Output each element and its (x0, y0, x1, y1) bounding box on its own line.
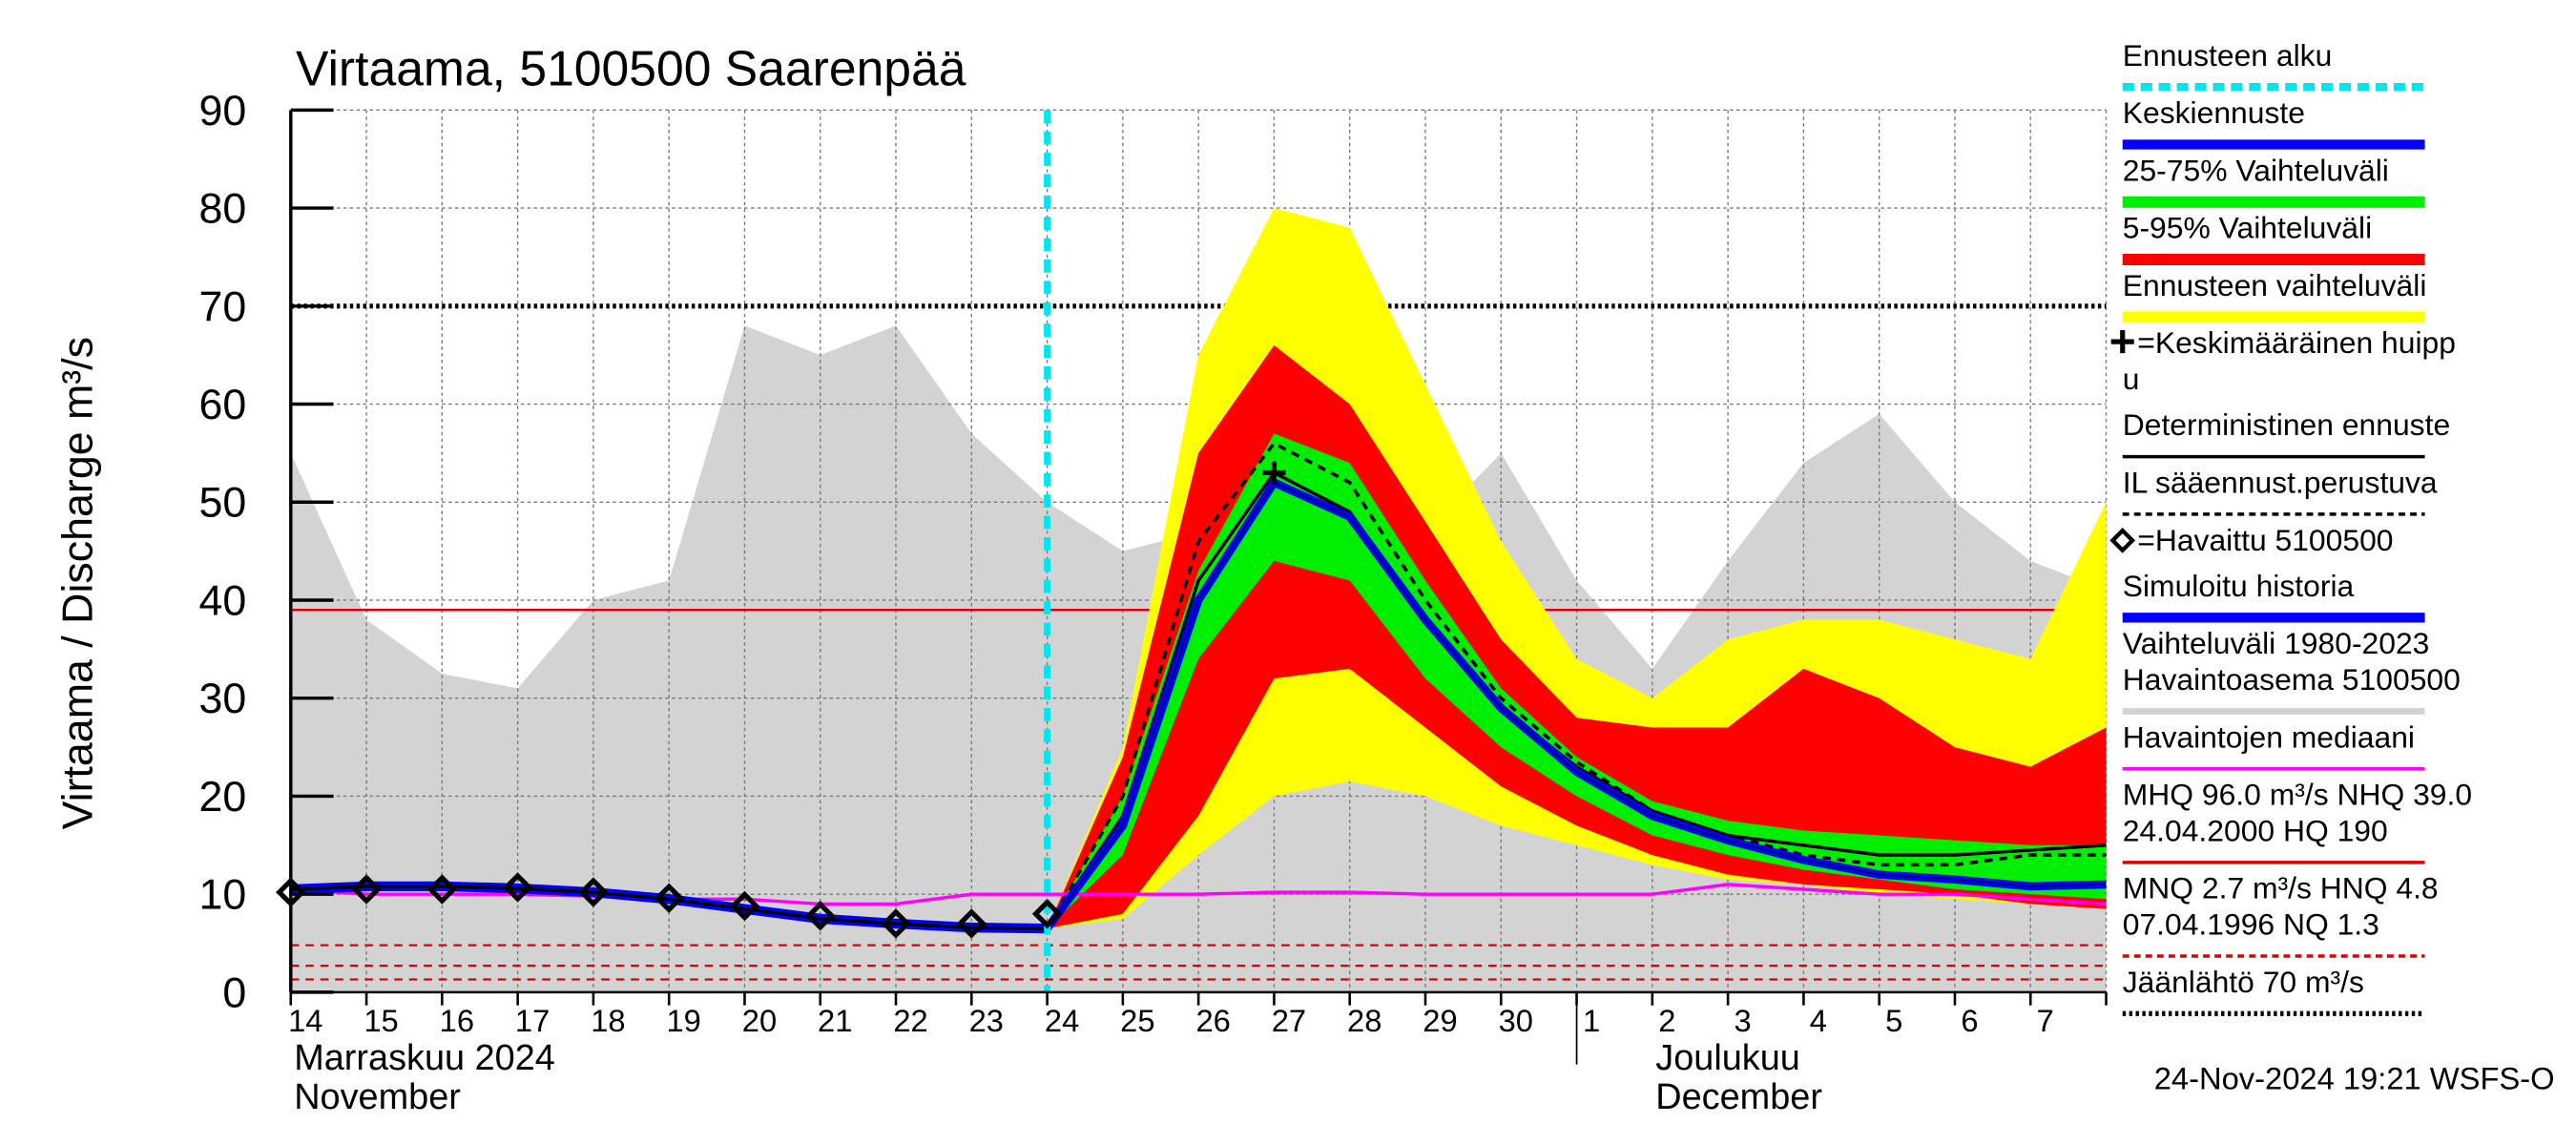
legend-label: MHQ 96.0 m³/s NHQ 39.0 (2123, 778, 2472, 812)
legend-label: Keskiennuste (2123, 95, 2305, 130)
observed-marker (881, 908, 911, 939)
observed-marker (578, 877, 609, 907)
x-tick-label: 17 (515, 1003, 550, 1038)
legend-label: 07.04.1996 NQ 1.3 (2123, 907, 2379, 942)
legend-label: IL sääennust.perustuva (2123, 466, 2438, 500)
legend-label: Jäänlähtö 70 m³/s (2123, 965, 2364, 999)
x-tick-label: 20 (742, 1003, 777, 1038)
observed-marker (956, 908, 987, 939)
month-label: Joulukuu (1655, 1038, 1800, 1078)
x-tick-label: 27 (1272, 1003, 1306, 1038)
y-tick-label: 30 (199, 675, 247, 722)
month-label: December (1655, 1077, 1822, 1117)
mean-peak-marker (1262, 461, 1286, 485)
series-line (290, 470, 2107, 930)
x-tick-label: 3 (1735, 1003, 1752, 1038)
legend-label: 25-75% Vaihteluväli (2123, 153, 2389, 187)
x-tick-label: 4 (1810, 1003, 1827, 1038)
x-tick-label: 23 (969, 1003, 1004, 1038)
chart-title: Virtaama, 5100500 Saarenpää (296, 41, 966, 96)
y-tick-label: 90 (199, 87, 247, 135)
legend-label: Vaihteluväli 1980-2023 (2123, 626, 2430, 660)
x-tick-label: 2 (1658, 1003, 1675, 1038)
legend-label: Havaintojen mediaani (2123, 719, 2415, 754)
y-tick-label: 0 (222, 968, 246, 1016)
legend-label: 5-95% Vaihteluväli (2123, 211, 2372, 245)
legend-label: u (2123, 362, 2140, 396)
legend-label: =Havaittu 5100500 (2137, 523, 2393, 557)
forecast-band (1047, 433, 2107, 929)
lines (290, 208, 2107, 934)
legend-label: Ennusteen alku (2123, 38, 2333, 73)
y-tick-label: 70 (199, 282, 247, 330)
x-tick-label: 25 (1120, 1003, 1154, 1038)
legend-label: Deterministinen ennuste (2123, 407, 2450, 442)
observed-marker (502, 872, 533, 903)
timestamp: 24-Nov-2024 19:21 WSFS-O (2154, 1060, 2555, 1095)
y-tick-label: 40 (199, 576, 247, 624)
x-tick-label: 18 (591, 1003, 625, 1038)
observed-marker (805, 901, 836, 931)
reference-lines (290, 303, 2107, 981)
x-tick-label: 16 (440, 1003, 474, 1038)
legend-symbol (2109, 528, 2136, 553)
x-tick-label: 15 (364, 1003, 398, 1038)
legend: Ennusteen alku Keskiennuste 25-75% Vaihtel… (2109, 38, 2472, 1016)
y-axis-label: Virtaama / Discharge m³/s (53, 337, 101, 829)
x-tick-label: 30 (1499, 1003, 1533, 1038)
legend-label: MNQ 2.7 m³/s HNQ 4.8 (2123, 871, 2439, 906)
x-tick-label: 14 (288, 1003, 322, 1038)
x-tick-label: 29 (1423, 1003, 1457, 1038)
observed-marker (654, 883, 684, 913)
y-tick-label: 50 (199, 479, 247, 527)
y-tick-label: 80 (199, 185, 247, 233)
month-label: November (294, 1077, 461, 1117)
y-tick-label: 20 (199, 773, 247, 821)
dashed-line (1046, 441, 2107, 929)
observed-marker (1031, 899, 1063, 929)
legend-label: =Keskimääräinen huipp (2137, 325, 2456, 360)
observed-marker (426, 874, 458, 905)
x-tick-label: 21 (818, 1003, 852, 1038)
observed-marker (729, 890, 760, 922)
x-tick-label: 24 (1045, 1003, 1079, 1038)
observed-marker (351, 874, 382, 905)
x-tick-label: 26 (1195, 1003, 1230, 1038)
x-tick-label: 19 (666, 1003, 700, 1038)
month-label: Marraskuu 2024 (294, 1038, 555, 1078)
y-tick-label: 60 (199, 381, 247, 428)
legend-label: Ennusteen vaihteluväli (2123, 268, 2427, 302)
series-line-core (1046, 481, 2107, 929)
legend-symbol (2110, 330, 2134, 354)
legend-label: 24.04.2000 HQ 190 (2123, 813, 2388, 847)
x-tick-label: 22 (893, 1003, 927, 1038)
legend-label: Simuloitu historia (2123, 569, 2355, 603)
x-tick-label: 28 (1347, 1003, 1381, 1038)
x-tick-label: 1 (1583, 1003, 1600, 1038)
x-tick-label: 6 (1961, 1003, 1978, 1038)
legend-label: Havaintoasema 5100500 (2123, 662, 2461, 697)
x-tick-label: 7 (2037, 1003, 2054, 1038)
y-tick-label: 10 (199, 871, 247, 919)
x-tick-label: 5 (1885, 1003, 1902, 1038)
